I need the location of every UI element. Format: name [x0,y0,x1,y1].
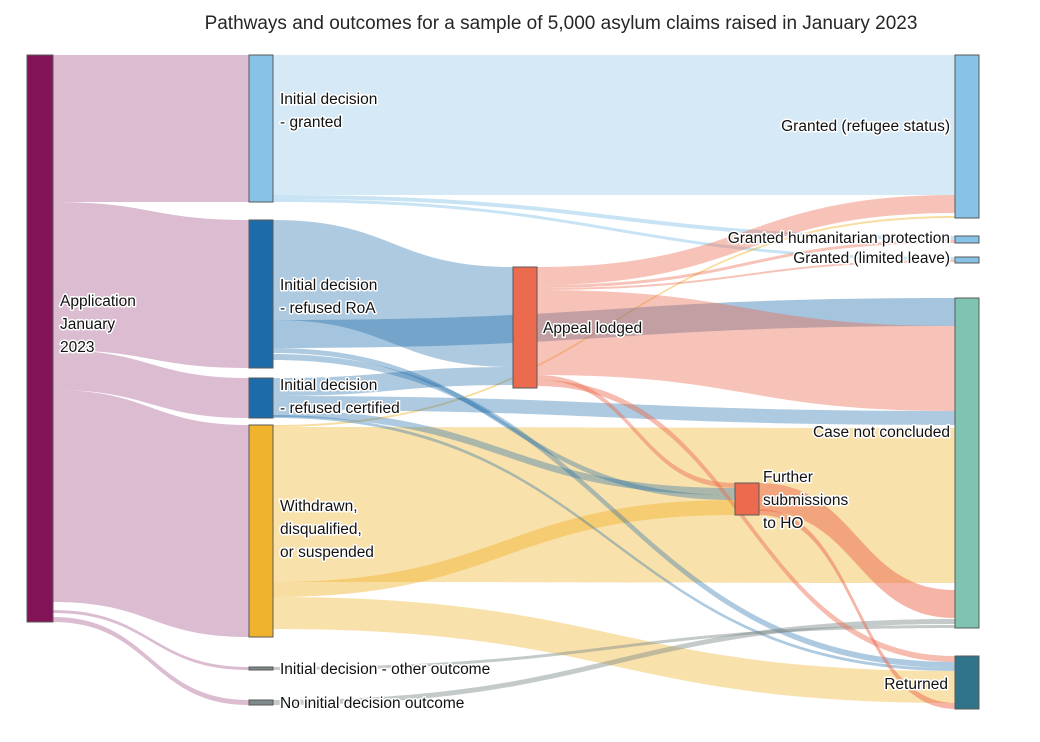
flow-withdrawn-to-caseNot [273,427,955,583]
node-withdrawn [248,424,274,638]
node-granted [248,54,274,203]
node-label-appeal: Appeal lodged [543,320,642,337]
node-further [734,482,760,516]
flow-withdrawn-to-further [273,500,735,597]
node-label-granted: Initial decision - granted [280,91,377,131]
node-label-app: Application January 2023 [60,293,136,356]
node-caseNot [954,297,980,629]
flow-granted-to-limited [273,199,955,260]
node-label-limited: Granted (limited leave) [793,250,950,267]
flow-app-to-refusedCert [53,350,249,418]
node-label-refusedRoA: Initial decision - refused RoA [280,277,377,317]
node-refugee [954,54,980,219]
node-other [248,666,274,671]
node-label-returned: Returned [884,676,948,693]
node-refusedCert [248,377,274,419]
flow-appeal-to-limited [537,260,955,290]
flow-app-to-noInitial [53,617,249,705]
flow-refusedRoA-to-caseNot [273,298,955,348]
node-label-withdrawn: Withdrawn, disqualified, or suspended [280,498,374,561]
node-label-humanitarian: Granted humanitarian protection [728,230,950,247]
chart-title: Pathways and outcomes for a sample of 5,… [204,13,918,34]
flow-appeal-to-humanitarian [537,240,955,288]
flow-app-to-granted [53,55,249,202]
flow-refusedCert-to-appeal [273,367,513,396]
flow-refusedCert-to-returned [273,415,955,671]
node-appeal [512,266,538,389]
node-label-noInitial: No initial decision outcome [280,695,464,712]
flow-refusedRoA-to-appeal [273,220,513,367]
flow-further-to-caseNot [759,483,955,618]
node-app [26,54,54,623]
node-label-caseNot: Case not concluded [813,424,950,441]
flow-app-to-refusedRoA [53,202,249,368]
flow-refusedCert-to-further [273,410,735,495]
node-limited [954,256,980,264]
node-noInitial [248,699,274,706]
flow-withdrawn-to-refugee [273,216,955,427]
node-returned [954,655,980,710]
flow-refusedRoA-to-returned [273,354,955,668]
node-label-further: Further submissions to HO [763,469,849,532]
node-refusedRoA [248,219,274,369]
flow-refusedCert-to-caseNot [273,396,955,425]
node-humanitarian [954,235,980,244]
flow-noInitial-to-caseNot [273,619,955,705]
flow-app-to-other [53,610,249,670]
flow-granted-to-humanitarian [273,195,955,240]
flow-granted-to-refugee [273,55,955,195]
flow-appeal-to-returned [537,380,955,662]
flow-refusedRoA-to-further [273,348,735,500]
flow-app-to-withdrawn [53,390,249,637]
node-label-refugee: Granted (refugee status) [781,118,950,135]
flow-further-to-returned [759,509,955,709]
flow-appeal-to-refugee [537,195,955,285]
flow-other-to-caseNot [273,625,955,670]
flow-appeal-to-further [537,375,735,488]
node-label-other: Initial decision - other outcome [280,661,490,678]
flow-withdrawn-to-returned [273,597,955,703]
node-label-refusedCert: Initial decision - refused certified [280,377,400,417]
flow-appeal-to-caseNot [537,290,955,411]
